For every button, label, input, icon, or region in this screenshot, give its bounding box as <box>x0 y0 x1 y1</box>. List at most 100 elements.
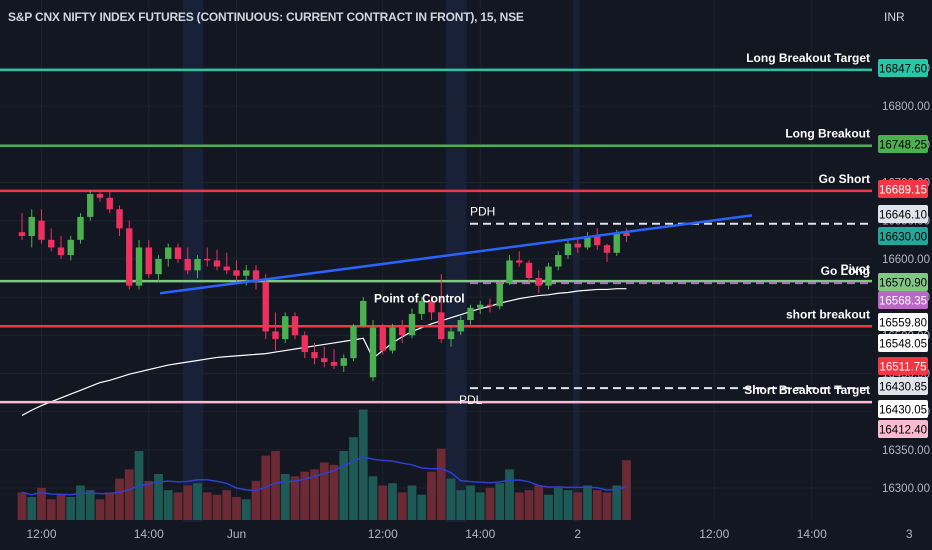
volume-bar <box>183 485 193 520</box>
level-label-go-short: Go Short <box>819 172 870 186</box>
volume-bar <box>544 494 553 520</box>
volume-bar <box>378 485 388 520</box>
volume-bar <box>612 485 622 520</box>
volume-bar <box>329 464 339 520</box>
y-tick-label: 16350.00 <box>882 445 930 457</box>
candle-body <box>282 316 289 340</box>
price-label-volume: 16430.05 <box>879 405 927 417</box>
price-label-bg <box>878 227 928 245</box>
volume-bar <box>115 478 124 520</box>
volume-bar <box>573 492 583 520</box>
candle-body <box>194 258 201 271</box>
volume-bar <box>622 460 631 520</box>
volume-bar <box>193 483 202 520</box>
candle-body <box>457 320 464 332</box>
candle-body <box>525 262 533 278</box>
candle-body <box>506 260 513 284</box>
volume-bar <box>368 476 378 520</box>
volume-bar <box>553 487 563 520</box>
candle-body <box>574 243 581 248</box>
volume-bar <box>202 492 212 520</box>
candle-body <box>369 327 377 378</box>
volume-bar <box>232 497 241 520</box>
price-label-bg <box>878 291 928 309</box>
candle-body <box>233 270 240 276</box>
level-label-short-breakout: short breakout <box>786 307 870 321</box>
candle-body <box>594 236 601 246</box>
price-label-bg <box>878 135 928 153</box>
volume-bar <box>280 474 290 520</box>
time-axis-bg <box>0 522 932 550</box>
price-label-bg <box>878 313 928 331</box>
volume-bar <box>105 492 115 520</box>
candle-body <box>350 326 357 359</box>
candle-body <box>174 247 182 259</box>
price-label-short-breakout-target: 16412.40 <box>879 425 927 437</box>
volume-bar <box>563 490 573 520</box>
volume-bar <box>407 485 417 520</box>
price-label-long-breakout: 16748.25 <box>879 140 927 152</box>
candle-body <box>613 232 620 253</box>
candle-body <box>204 258 211 261</box>
candle-body <box>184 258 191 271</box>
x-tick-label: 12:00 <box>26 527 56 541</box>
price-label-go-short: 16689.15 <box>879 185 927 197</box>
price-label-bg <box>878 377 928 395</box>
x-tick-label: 14:00 <box>465 527 495 541</box>
price-label-pdh: 16646.10 <box>879 210 927 222</box>
candle-body <box>213 260 221 267</box>
y-tick-label: 16600.00 <box>882 254 930 266</box>
candle-body <box>389 327 396 351</box>
session-band-0 <box>182 0 204 550</box>
candle-body <box>584 236 591 248</box>
candle-body <box>145 247 152 275</box>
volume-bar <box>524 490 534 520</box>
annotation-pdl: PDL <box>459 393 483 407</box>
candle-body <box>496 283 503 307</box>
candle-body <box>535 278 542 286</box>
x-tick-label: 2 <box>574 527 581 541</box>
candle-body <box>18 232 26 236</box>
volume-bar <box>95 499 105 520</box>
candle-body <box>340 358 347 366</box>
volume-bar <box>349 437 358 520</box>
candle-body <box>67 239 74 256</box>
volume-bar <box>124 469 134 520</box>
currency-label: INR <box>884 10 905 24</box>
volume-bar <box>583 485 592 520</box>
price-label-long-breakout-target: 16847.60 <box>879 64 927 76</box>
session-band-2 <box>572 0 580 550</box>
volume-bar <box>427 471 436 520</box>
volume-bar <box>290 476 300 520</box>
price-label-bg <box>878 180 928 198</box>
x-tick-label: Jun <box>227 527 246 541</box>
price-label-go-long: 16568.35 <box>879 296 927 308</box>
volume-bar <box>212 494 222 520</box>
volume-bar <box>271 451 280 520</box>
candle-body <box>135 247 143 286</box>
volume-bar <box>17 492 27 520</box>
volume-bar <box>173 492 183 520</box>
price-label-point-of-control: 16548.05 <box>879 339 927 351</box>
x-tick-label: 12:00 <box>699 527 729 541</box>
price-label-pivot: 16570.90 <box>879 278 927 290</box>
volume-bar <box>56 494 66 520</box>
volume-bar <box>466 485 475 520</box>
volume-bar <box>300 471 310 520</box>
annotation-pdh: PDH <box>470 205 495 219</box>
price-label-last: 16630.00 <box>879 232 927 244</box>
volume-bar <box>534 485 544 520</box>
volume-bar <box>241 499 251 520</box>
candle-body <box>116 209 123 229</box>
candle-body <box>155 258 162 275</box>
volume-bar <box>46 499 56 520</box>
volume-bar <box>417 494 427 520</box>
price-label-bg <box>878 273 928 291</box>
x-tick-label: 14:00 <box>134 527 164 541</box>
candle-body <box>447 331 455 340</box>
price-label-bg <box>878 205 928 223</box>
candle-body <box>467 307 474 320</box>
volume-bar <box>144 480 154 520</box>
candle-body <box>223 266 230 271</box>
